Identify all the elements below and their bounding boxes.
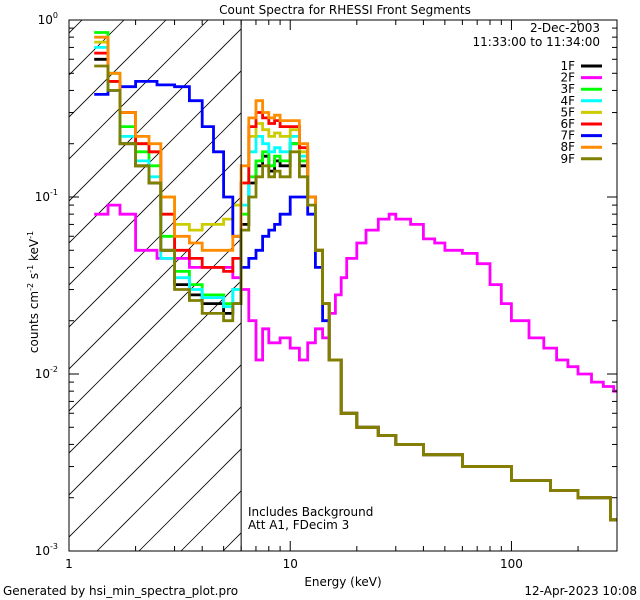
legend-label: 6F bbox=[560, 117, 575, 131]
legend-label: 1F bbox=[560, 59, 575, 73]
y-axis-label: counts cm-2 s-1 keV-1 bbox=[26, 231, 41, 353]
y-axis: 100 10-1 10-2 10-3 bbox=[35, 11, 617, 558]
series-1F bbox=[94, 57, 617, 522]
hatch-line bbox=[69, 364, 242, 538]
annotation-background: Includes Background bbox=[248, 505, 373, 519]
x-axis-label: Energy (keV) bbox=[304, 575, 381, 589]
y-tick-label: 10-2 bbox=[35, 365, 58, 381]
series-7F bbox=[94, 80, 617, 522]
hatch-line bbox=[96, 406, 242, 551]
series-4F bbox=[94, 46, 617, 522]
hatch-line bbox=[69, 154, 242, 328]
series-9F bbox=[94, 64, 617, 522]
hatch-line bbox=[69, 280, 242, 454]
x-tick-label: 100 bbox=[500, 557, 523, 571]
legend-label: 9F bbox=[560, 152, 575, 166]
series-3F bbox=[94, 31, 617, 522]
chart-title: Count Spectra for RHESSI Front Segments bbox=[219, 3, 471, 17]
y-tick-label: 10-3 bbox=[35, 542, 58, 558]
legend-label: 3F bbox=[560, 82, 575, 96]
annotation-attenuator: Att A1, FDecim 3 bbox=[248, 518, 349, 532]
x-axis: 10 100 bbox=[68, 20, 618, 571]
legend-label: 4F bbox=[560, 94, 575, 108]
series-6F bbox=[94, 51, 617, 522]
x-tick-label: 10 bbox=[283, 557, 298, 571]
legend-label: 2F bbox=[560, 71, 575, 85]
y-tick-label: 100 bbox=[38, 11, 58, 27]
series-5F bbox=[94, 40, 617, 522]
generated-by-footer: Generated by hsi_min_spectra_plot.pro bbox=[3, 584, 238, 598]
hatch-line bbox=[138, 448, 242, 551]
series-8F bbox=[94, 35, 617, 522]
hatch-line bbox=[222, 532, 242, 551]
legend-label: 8F bbox=[560, 140, 575, 154]
hatch-line bbox=[69, 20, 83, 34]
legend-label: 5F bbox=[560, 105, 575, 119]
time-range-label: 11:33:00 to 11:34:00 bbox=[473, 35, 600, 49]
legend-label: 7F bbox=[560, 129, 575, 143]
hatch-region bbox=[69, 20, 242, 551]
hatch-line bbox=[69, 112, 242, 286]
timestamp-footer: 12-Apr-2023 10:08 bbox=[524, 584, 637, 598]
date-label: 2-Dec-2003 bbox=[530, 21, 600, 35]
plot-frame bbox=[68, 19, 618, 552]
hatch-line bbox=[69, 20, 125, 76]
series-group bbox=[94, 31, 617, 522]
hatch-line bbox=[69, 196, 242, 370]
series-2F bbox=[94, 203, 617, 393]
hatch-line bbox=[69, 70, 242, 244]
x-axis-edge-label: 1 bbox=[65, 557, 73, 571]
y-tick-label: 10-1 bbox=[35, 188, 58, 204]
hatch-line bbox=[69, 322, 242, 496]
hatch-line bbox=[69, 28, 242, 202]
hatch-line bbox=[69, 20, 167, 118]
